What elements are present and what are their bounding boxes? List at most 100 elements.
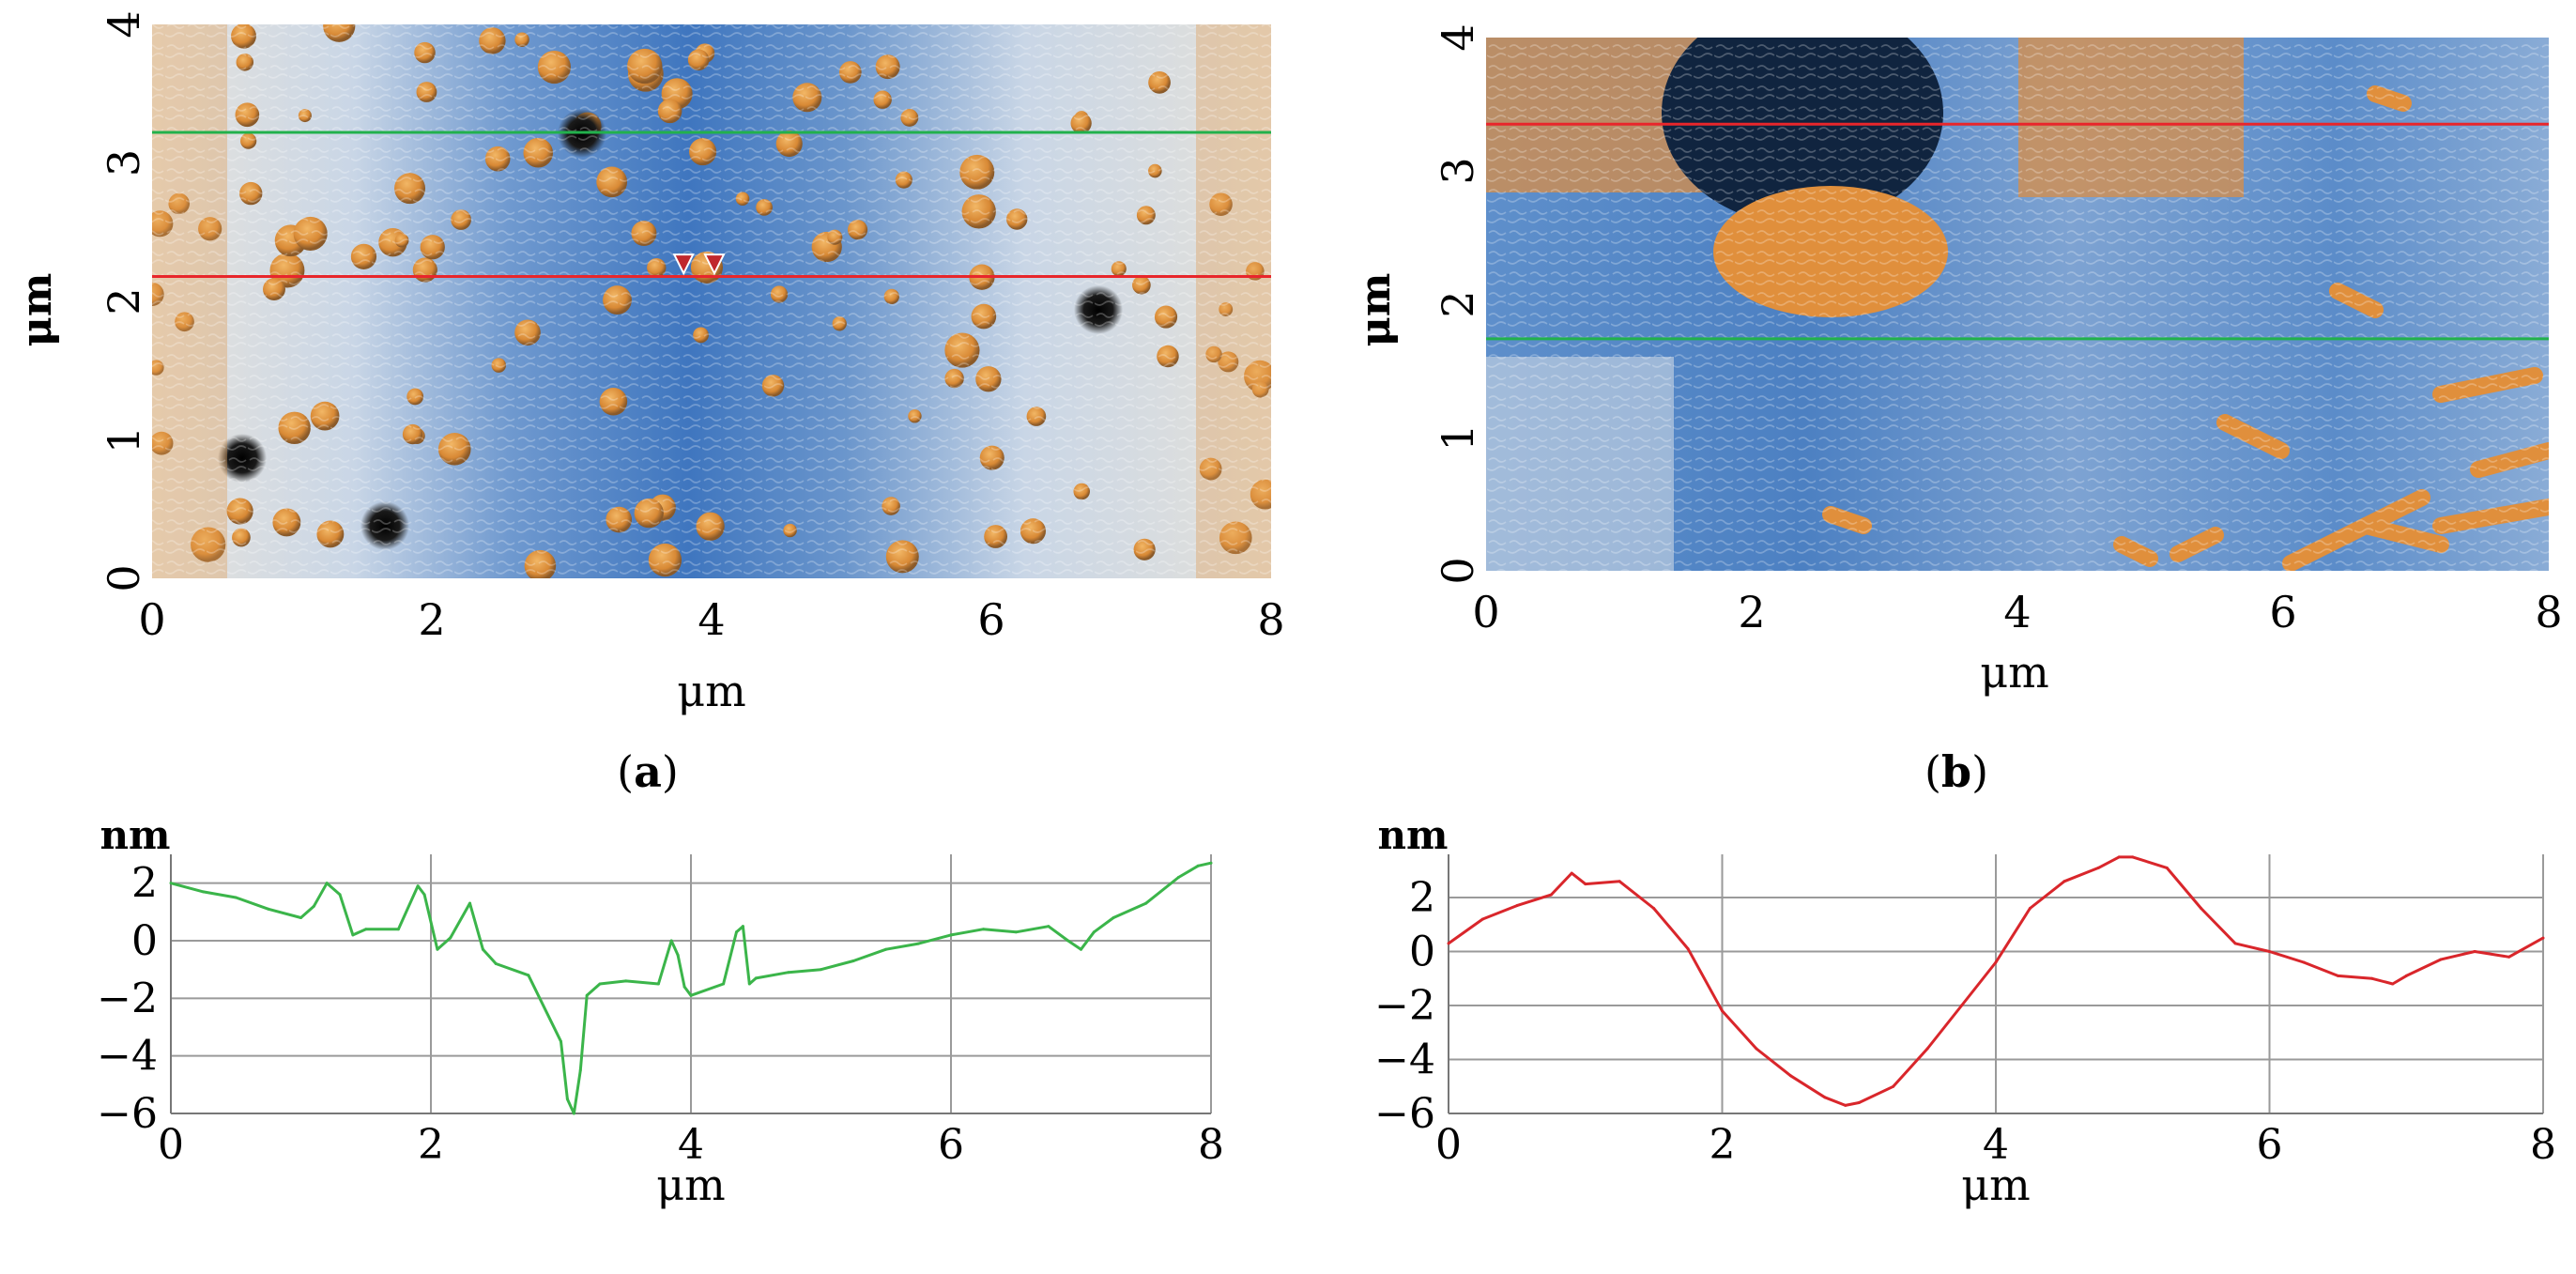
data-point <box>1480 917 1484 921</box>
data-point <box>449 936 452 940</box>
panel-b-xtick: 0 <box>1472 587 1499 637</box>
data-point <box>202 890 206 894</box>
data-point <box>820 968 822 972</box>
data-point <box>1176 876 1180 880</box>
x-tick-label: 6 <box>2257 1121 2283 1169</box>
data-point <box>2268 950 2271 953</box>
data-point <box>1196 864 1200 867</box>
x-tick-label: 0 <box>1435 1121 1462 1169</box>
data-point <box>624 979 628 983</box>
data-point <box>722 982 726 986</box>
data-point <box>669 939 673 943</box>
data-point <box>1515 904 1519 908</box>
afm-image-a <box>152 24 1271 578</box>
x-tick-label: 2 <box>418 1121 444 1169</box>
data-point <box>2165 866 2169 869</box>
data-point <box>2062 880 2066 883</box>
data-point <box>1447 942 1450 945</box>
panel-a-ytick: 3 <box>99 149 149 177</box>
panel-b-xtick: 8 <box>2535 587 2562 637</box>
data-point <box>2391 982 2395 986</box>
data-point <box>689 993 693 997</box>
data-point <box>1209 861 1213 865</box>
panel-a-xtick: 6 <box>977 594 1004 645</box>
data-point <box>851 959 855 962</box>
data-point <box>422 893 426 897</box>
y-tick-label: −2 <box>1374 982 1435 1030</box>
data-point <box>734 930 738 934</box>
data-point <box>1960 1004 1964 1007</box>
data-point <box>1584 883 1587 886</box>
data-point <box>299 915 302 919</box>
panel-b-xtick: 6 <box>2269 587 2296 637</box>
data-point <box>1755 1047 1758 1051</box>
data-point <box>1925 1047 1929 1051</box>
data-point <box>585 993 589 997</box>
data-point <box>1721 1009 1724 1013</box>
data-point <box>2200 907 2203 910</box>
data-point <box>982 928 986 931</box>
data-point <box>1570 871 1573 875</box>
marker-triangle <box>672 253 695 276</box>
data-point <box>351 933 355 937</box>
data-point <box>747 982 751 986</box>
x-tick-label: 8 <box>2530 1121 2556 1169</box>
caption-b: (b) <box>1924 746 1988 797</box>
y-tick-label: 0 <box>131 917 158 965</box>
data-point <box>2439 958 2443 961</box>
data-point <box>1788 1074 1792 1078</box>
data-point <box>325 882 329 885</box>
panel-a-xtick: 4 <box>698 594 725 645</box>
caption-a: (a) <box>617 746 679 797</box>
panel-a-xtick: 0 <box>138 594 165 645</box>
x-axis-label: μm <box>1961 1159 2031 1210</box>
y-axis-label: nm <box>1378 812 1449 858</box>
panel-b-xtick: 4 <box>2003 587 2031 637</box>
caption-b-letter: b <box>1941 746 1971 797</box>
data-point <box>578 1068 582 1072</box>
data-point <box>2473 950 2476 953</box>
data-point <box>916 942 920 945</box>
data-point <box>560 1039 562 1043</box>
data-point <box>494 962 498 966</box>
panel-b-ylabel: μm <box>1352 273 1400 347</box>
data-point <box>2131 855 2135 859</box>
data-point <box>2370 976 2374 980</box>
panel-a-ytick: 1 <box>99 426 149 453</box>
data-point <box>468 901 472 905</box>
panel-a-ylabel: μm <box>13 273 61 347</box>
data-point <box>1092 930 1096 934</box>
data-point <box>2117 855 2121 859</box>
data-point <box>1014 930 1018 934</box>
data-point <box>682 985 686 989</box>
data-point <box>949 933 953 937</box>
data-point <box>787 971 790 975</box>
panel-a-xlabel: μm <box>677 666 746 716</box>
panel-a-xtick: 8 <box>1257 594 1284 645</box>
panel-a-ytick: 4 <box>99 10 149 38</box>
data-point <box>1892 1084 1895 1088</box>
data-point <box>741 925 744 929</box>
data-point <box>656 982 660 986</box>
x-tick-label: 4 <box>678 1121 704 1169</box>
data-point <box>2302 960 2306 964</box>
data-point <box>2541 936 2545 940</box>
data-point <box>1994 960 1998 964</box>
data-point <box>364 928 368 931</box>
data-point <box>436 947 439 951</box>
data-point <box>396 928 400 931</box>
data-point <box>1080 947 1082 951</box>
caption-a-letter: a <box>634 746 662 797</box>
panel-b-ytick: 0 <box>1433 557 1483 584</box>
data-point <box>527 974 530 977</box>
data-point <box>565 1097 569 1101</box>
x-axis-label: μm <box>656 1159 726 1210</box>
panel-a-ytick: 2 <box>99 287 149 315</box>
x-tick-label: 0 <box>158 1121 184 1169</box>
data-point <box>416 884 420 888</box>
y-axis-label: nm <box>100 812 171 858</box>
y-tick-label: −6 <box>1374 1090 1435 1138</box>
y-tick-label: 2 <box>1409 874 1435 922</box>
marker-triangle <box>703 253 726 276</box>
data-point <box>267 907 270 911</box>
